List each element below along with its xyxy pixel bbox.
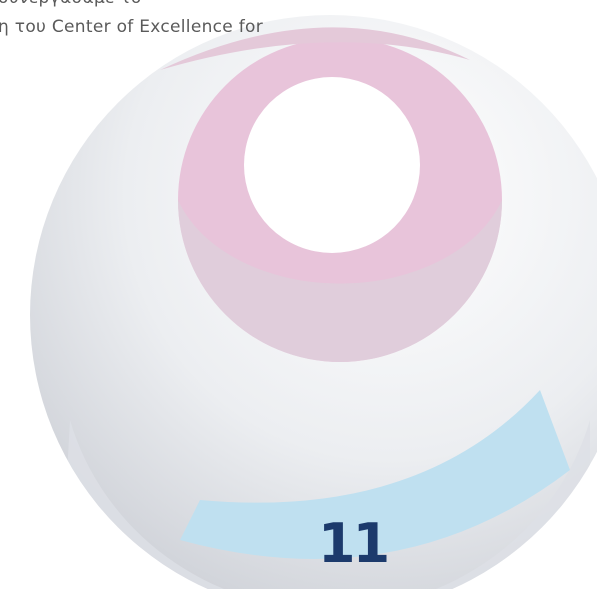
page: συνεργάσαμε το η του Center of Excellenc… [0, 0, 597, 589]
page-number: 11 [318, 512, 387, 575]
ring-hole [244, 77, 420, 253]
sphere-logo [0, 0, 597, 589]
text-line: συνεργάσαμε το [0, 0, 142, 8]
text-line: η του Center of Excellence for [0, 17, 263, 37]
